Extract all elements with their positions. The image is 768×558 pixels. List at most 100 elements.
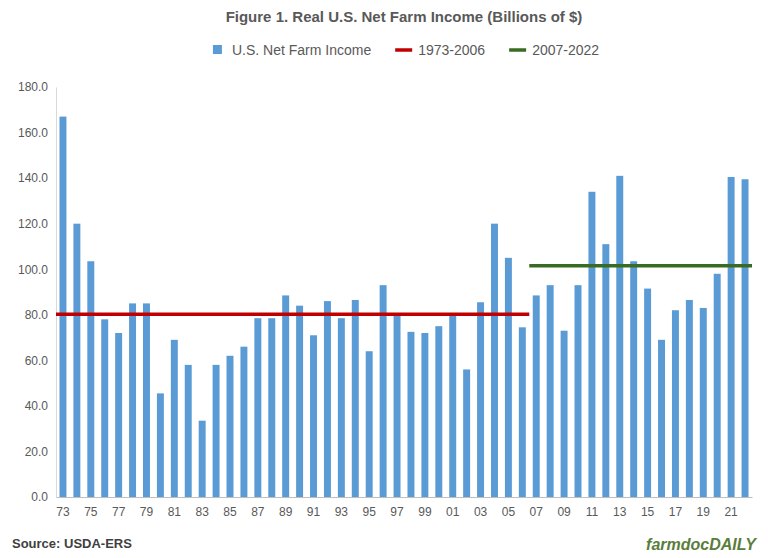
bar bbox=[268, 318, 275, 497]
plot-area bbox=[56, 117, 752, 497]
x-tick: 13 bbox=[613, 497, 627, 519]
bar bbox=[407, 332, 414, 497]
x-tick: 93 bbox=[335, 497, 349, 519]
bar bbox=[491, 224, 498, 497]
bar bbox=[616, 176, 623, 497]
bar bbox=[505, 258, 512, 497]
bar bbox=[310, 335, 317, 497]
y-tick-label: 80.0 bbox=[25, 308, 49, 322]
bar bbox=[213, 365, 220, 497]
legend-swatch bbox=[213, 45, 222, 54]
x-tick: 01 bbox=[446, 497, 460, 519]
bar bbox=[87, 261, 94, 497]
x-tick-label: 97 bbox=[390, 505, 404, 519]
bar bbox=[352, 300, 359, 497]
y-tick: 40.0 bbox=[25, 399, 56, 413]
y-axis: 0.020.040.060.080.0100.0120.0140.0160.01… bbox=[18, 80, 57, 504]
x-tick: 21 bbox=[724, 497, 738, 519]
bar bbox=[394, 315, 401, 497]
x-tick: 17 bbox=[669, 497, 683, 519]
bar bbox=[602, 244, 609, 497]
bar bbox=[366, 351, 373, 497]
x-tick-label: 81 bbox=[168, 505, 182, 519]
x-tick-label: 01 bbox=[446, 505, 460, 519]
bar bbox=[240, 347, 247, 497]
x-tick-label: 79 bbox=[140, 505, 154, 519]
x-tick: 73 bbox=[56, 497, 70, 519]
bar bbox=[199, 421, 206, 497]
bar bbox=[171, 340, 178, 497]
legend-label: U.S. Net Farm Income bbox=[232, 42, 371, 58]
y-tick-label: 120.0 bbox=[18, 217, 48, 231]
x-tick-label: 93 bbox=[335, 505, 349, 519]
x-tick-label: 91 bbox=[307, 505, 321, 519]
line bbox=[529, 264, 752, 268]
bar bbox=[561, 331, 568, 497]
bar bbox=[644, 289, 651, 497]
x-tick: 85 bbox=[223, 497, 237, 519]
legend: U.S. Net Farm Income1973-20062007-2022 bbox=[213, 42, 599, 58]
y-tick: 20.0 bbox=[25, 445, 56, 459]
y-tick-label: 140.0 bbox=[18, 171, 48, 185]
bar bbox=[254, 318, 261, 497]
x-tick: 15 bbox=[641, 497, 655, 519]
y-tick-label: 40.0 bbox=[25, 399, 49, 413]
x-tick: 11 bbox=[586, 497, 599, 519]
x-tick-label: 07 bbox=[530, 505, 544, 519]
x-tick-label: 09 bbox=[557, 505, 571, 519]
bar bbox=[519, 327, 526, 497]
x-tick-label: 11 bbox=[586, 505, 599, 519]
bar bbox=[658, 340, 665, 497]
title: Figure 1. Real U.S. Net Farm Income (Bil… bbox=[226, 8, 583, 25]
bar bbox=[282, 295, 289, 497]
logo-text: farmdocDAILY bbox=[646, 536, 757, 553]
line bbox=[56, 313, 529, 317]
y-tick-label: 0.0 bbox=[31, 490, 48, 504]
bar bbox=[421, 333, 428, 497]
x-tick: 81 bbox=[168, 497, 182, 519]
bar bbox=[477, 302, 484, 497]
bar bbox=[185, 365, 192, 497]
x-tick: 99 bbox=[418, 497, 432, 519]
y-tick: 60.0 bbox=[25, 354, 56, 368]
y-tick-label: 20.0 bbox=[25, 445, 49, 459]
bar bbox=[338, 318, 345, 497]
x-tick: 95 bbox=[363, 497, 377, 519]
y-tick-label: 60.0 bbox=[25, 354, 49, 368]
x-tick-label: 83 bbox=[195, 505, 209, 519]
bar bbox=[101, 319, 108, 497]
y-tick: 80.0 bbox=[25, 308, 56, 322]
bar bbox=[324, 301, 331, 497]
bar-series bbox=[59, 117, 748, 497]
y-tick-label: 160.0 bbox=[18, 126, 48, 140]
x-tick-label: 89 bbox=[279, 505, 293, 519]
bar bbox=[380, 285, 387, 497]
bar bbox=[700, 308, 707, 497]
bar bbox=[714, 274, 721, 497]
y-tick: 0.0 bbox=[31, 490, 56, 504]
x-tick: 97 bbox=[390, 497, 404, 519]
bar bbox=[547, 285, 554, 497]
x-tick-label: 77 bbox=[112, 505, 126, 519]
x-tick-label: 95 bbox=[363, 505, 377, 519]
bar bbox=[463, 369, 470, 497]
bar bbox=[630, 261, 637, 497]
bar bbox=[435, 326, 442, 497]
bar bbox=[686, 300, 693, 497]
x-tick-label: 87 bbox=[251, 505, 265, 519]
x-tick-label: 13 bbox=[613, 505, 627, 519]
legend-swatch bbox=[509, 48, 526, 52]
legend-label: 1973-2006 bbox=[418, 42, 485, 58]
y-tick: 120.0 bbox=[18, 217, 56, 231]
x-tick: 79 bbox=[140, 497, 154, 519]
x-axis: 7375777981838587899193959799010305070911… bbox=[56, 497, 752, 519]
x-axis-line bbox=[57, 497, 753, 498]
bar bbox=[157, 393, 164, 497]
bar bbox=[143, 303, 150, 497]
y-tick: 100.0 bbox=[18, 263, 56, 277]
bar bbox=[728, 177, 735, 497]
background bbox=[0, 0, 768, 558]
x-tick-label: 15 bbox=[641, 505, 655, 519]
x-tick-label: 85 bbox=[223, 505, 237, 519]
bar bbox=[227, 356, 234, 497]
